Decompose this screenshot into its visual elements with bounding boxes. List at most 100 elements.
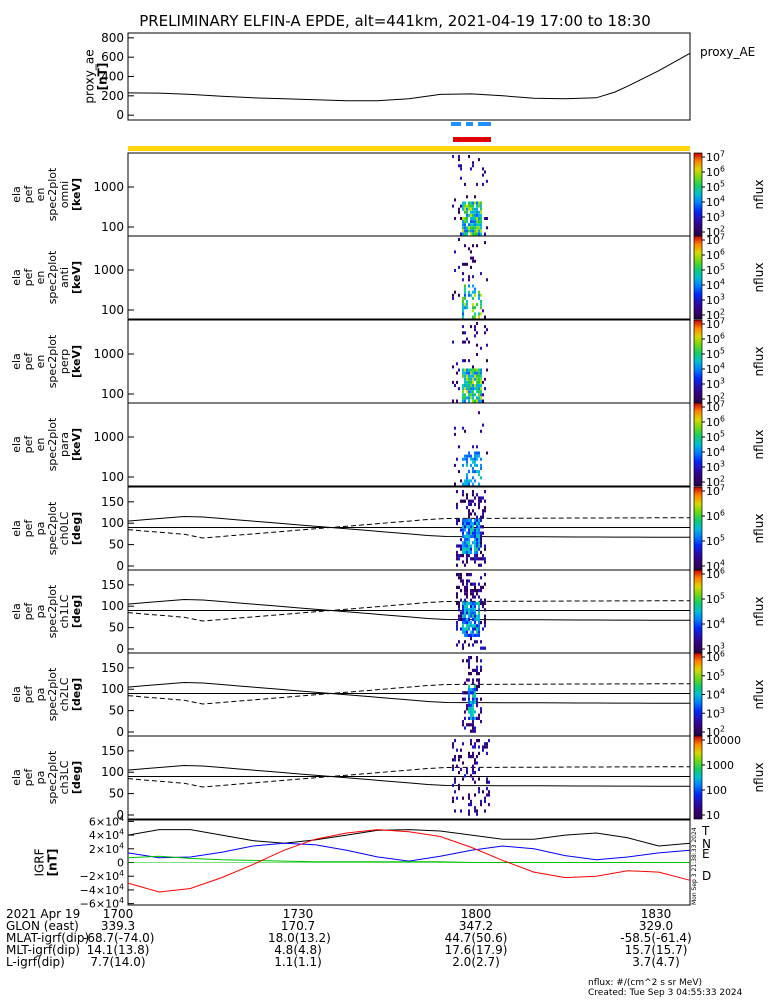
- igrf-ytick-label: 0: [117, 857, 124, 870]
- spec-pixel: [478, 201, 480, 205]
- ae-ytick-label: 800: [101, 31, 124, 45]
- footer-value: 329.0: [638, 919, 674, 933]
- spec-pixel: [454, 426, 456, 430]
- spec-ytick-label: 1000: [93, 430, 124, 444]
- pa-pixel: [472, 601, 474, 605]
- spec-pixel: [484, 387, 486, 391]
- spec-pixel: [466, 217, 468, 220]
- footer-value: 17.6(17.9): [444, 943, 508, 957]
- pa-ylabel-ch2LC-line: ela: [10, 686, 23, 703]
- pa-pixel: [452, 742, 454, 746]
- pa-pixel: [482, 509, 484, 513]
- pa-pixel: [478, 614, 480, 618]
- pa-pixel: [466, 771, 468, 775]
- pa-loss-cone-line: [127, 515, 690, 538]
- pa-pixel: [472, 490, 474, 494]
- igrf-ytick-label: 6×104: [89, 814, 124, 828]
- spec-pixel: [484, 241, 486, 245]
- pa-pixel: [474, 496, 476, 500]
- pa-pixel: [470, 630, 472, 634]
- pa-pixel: [470, 700, 472, 704]
- pa-pixel: [462, 761, 464, 765]
- spec-pixel: [464, 454, 466, 458]
- pa-pixel: [454, 790, 456, 794]
- pa-pixel: [484, 799, 486, 803]
- colorbar-1: [693, 235, 703, 320]
- colorbar-tick-label: 104: [706, 687, 725, 701]
- pa-pixel: [470, 557, 472, 561]
- igrf-ytick-label: −6×104: [80, 896, 124, 910]
- spec-ylabel-perp: ela pef en spec2plot perp [keV]: [10, 334, 83, 388]
- spec-pixel: [472, 365, 474, 369]
- pa-pixel: [470, 716, 472, 720]
- pa-pixel: [466, 592, 468, 596]
- spec-pixel: [472, 390, 474, 394]
- pa-pixel: [460, 538, 462, 542]
- pa-pixel: [470, 742, 472, 746]
- spec-pixel: [474, 463, 476, 467]
- pa-frame-ch1LC: [127, 569, 691, 654]
- pa-pixel: [472, 726, 474, 730]
- pa-pixel: [476, 739, 478, 743]
- colorbar-tick-label: 106: [706, 415, 725, 429]
- spec-pixel: [474, 306, 476, 310]
- pa-pixel: [462, 627, 464, 631]
- spec-pixel: [472, 387, 474, 391]
- spec-ylabel-anti-line: spec2plot: [46, 250, 59, 304]
- spec-pixel: [480, 312, 482, 316]
- zone-bar-yellow: [128, 146, 690, 151]
- pa-pixel: [466, 560, 468, 564]
- spec-pixel: [472, 399, 474, 403]
- pa-pixel: [474, 534, 476, 538]
- pa-ylabel-ch0LC-line: pa: [34, 522, 47, 536]
- pa-pixel: [466, 544, 468, 548]
- pa-pixel: [470, 528, 472, 532]
- spec-pixel: [468, 393, 470, 397]
- pa-pixel: [454, 739, 456, 743]
- spec-pixel: [464, 293, 466, 297]
- footer-value: 347.2: [458, 919, 494, 933]
- spec-pixel: [468, 293, 470, 297]
- pa-pixel: [468, 621, 470, 625]
- spec-pixel: [470, 250, 472, 254]
- spec-ytick-label: 1000: [93, 263, 124, 277]
- spec-pixel: [476, 454, 478, 458]
- pa-pixel: [464, 525, 466, 529]
- pa-pixel: [458, 608, 460, 612]
- pa-pixel: [470, 499, 472, 503]
- spec-pixel: [482, 423, 484, 427]
- spec-pixel: [476, 377, 478, 381]
- pa-pixel: [472, 777, 474, 781]
- colorbar-tick-label: 106: [706, 165, 725, 179]
- spec-ytick-label: 1000: [93, 347, 124, 361]
- pa-pixel: [474, 710, 476, 714]
- spec-pixel: [452, 340, 454, 344]
- spec-pixel: [468, 387, 470, 391]
- pa-pixel: [472, 767, 474, 771]
- pa-pixel: [474, 502, 476, 506]
- pa-pixel: [464, 601, 466, 605]
- pa-pixel: [474, 585, 476, 589]
- spec-pixel: [462, 340, 464, 344]
- spec-pixel: [470, 207, 472, 211]
- ae-ytick-label: 200: [101, 89, 124, 103]
- spec-pixel: [478, 451, 480, 455]
- spec-pixel: [476, 457, 478, 461]
- spec-pixel: [486, 278, 488, 282]
- spec-pixel: [472, 275, 474, 279]
- spec-pixel: [468, 396, 470, 400]
- spec-pixel: [466, 473, 468, 477]
- zone-bar-red: [453, 137, 491, 142]
- pa-ytick-label: 150: [101, 495, 124, 509]
- pa-pixel: [480, 585, 482, 589]
- spec-pixel: [462, 463, 464, 467]
- pa-pixel: [472, 611, 474, 615]
- pa-ylabel-ch3LC-line: pef: [22, 768, 35, 787]
- pa-pixel: [474, 550, 476, 554]
- pa-pixel: [472, 700, 474, 704]
- colorbar-tick-label: 102: [706, 392, 725, 406]
- spec-pixel: [462, 223, 464, 227]
- spec-pixel: [476, 390, 478, 394]
- spec-pixel: [454, 198, 456, 202]
